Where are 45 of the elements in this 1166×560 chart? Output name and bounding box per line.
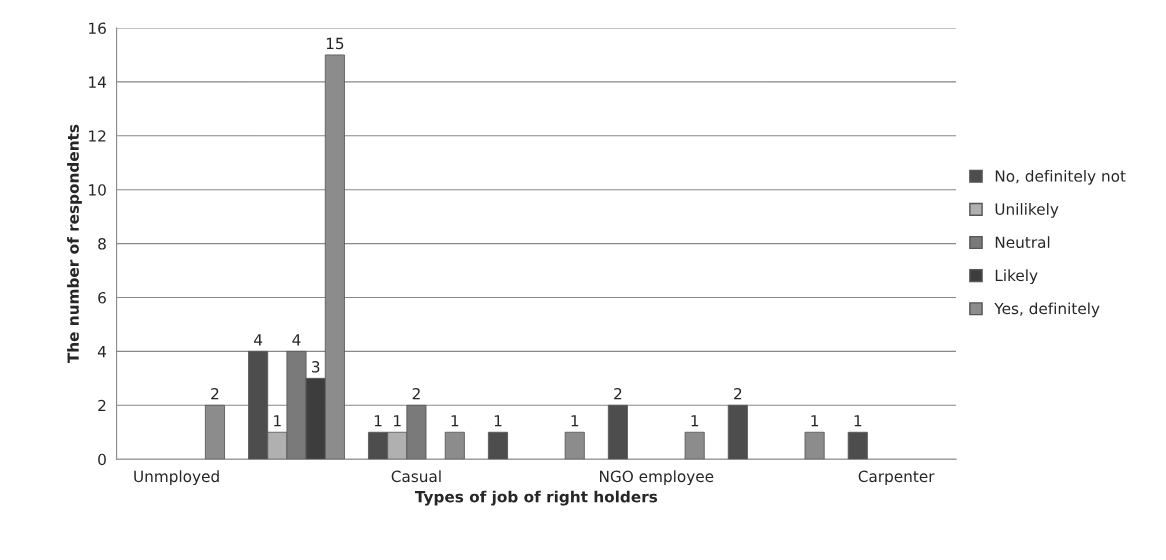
data-label: 2 bbox=[614, 388, 622, 400]
legend-label: Unilikely bbox=[995, 203, 1059, 218]
x-axis-title: Types of job of right holders bbox=[414, 490, 658, 506]
data-label: 2 bbox=[734, 388, 742, 400]
data-label: 1 bbox=[274, 415, 281, 427]
y-tick-label: 14 bbox=[89, 76, 107, 88]
x-tick-label: Casual bbox=[391, 470, 441, 483]
data-label: 3 bbox=[311, 361, 320, 373]
y-tick-label: 16 bbox=[89, 22, 106, 35]
data-label: 4 bbox=[254, 334, 263, 346]
data-label: 1 bbox=[854, 415, 862, 427]
data-label: 1 bbox=[691, 415, 699, 427]
y-tick-label: 4 bbox=[97, 346, 107, 358]
data-label: 1 bbox=[374, 415, 382, 427]
data-label: 2 bbox=[412, 388, 420, 400]
y-tick-label: 8 bbox=[98, 238, 106, 250]
bar bbox=[727, 404, 748, 460]
y-tick-label: 6 bbox=[98, 291, 106, 304]
bar bbox=[564, 431, 585, 460]
x-tick-label: Carpenter bbox=[858, 470, 935, 486]
x-tick-label: Unmployed bbox=[134, 470, 219, 486]
x-tick-label: NGO employee bbox=[600, 470, 714, 486]
y-axis-title: The number of respondents bbox=[67, 124, 82, 364]
data-label: 1 bbox=[451, 415, 459, 427]
bar bbox=[847, 431, 868, 460]
data-label: 1 bbox=[494, 415, 502, 427]
data-label: 2 bbox=[211, 388, 219, 400]
y-tick-label: 10 bbox=[89, 184, 106, 196]
legend-label: No, definitely not bbox=[995, 169, 1126, 185]
y-tick-label: 12 bbox=[89, 130, 106, 142]
data-label: 1 bbox=[394, 415, 401, 427]
data-label: 4 bbox=[292, 334, 301, 346]
legend-label: Neutral bbox=[995, 236, 1050, 249]
legend-label: Yes, definitely bbox=[994, 302, 1100, 318]
data-label: 1 bbox=[811, 415, 819, 427]
bar bbox=[487, 431, 508, 460]
y-tick-label: 2 bbox=[98, 399, 106, 412]
bar bbox=[444, 431, 465, 460]
bar bbox=[804, 431, 825, 460]
bar bbox=[684, 431, 705, 460]
legend-label: Likely bbox=[995, 269, 1038, 285]
data-label: 15 bbox=[326, 37, 344, 50]
data-label: 1 bbox=[571, 415, 579, 427]
y-tick-label: 0 bbox=[98, 453, 106, 466]
bar bbox=[607, 404, 628, 460]
